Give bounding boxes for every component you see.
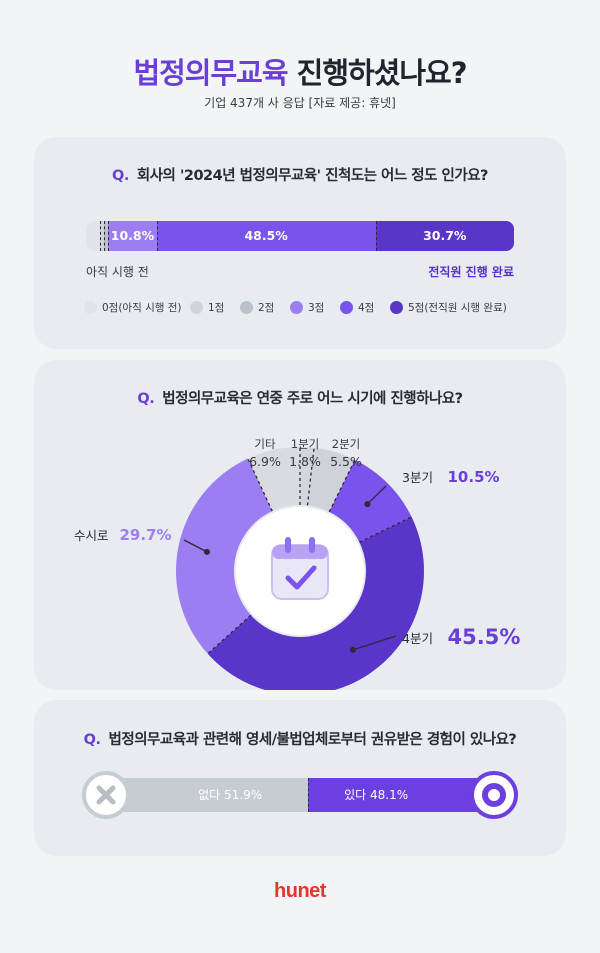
slice-divider (207, 614, 252, 655)
legend-label: 4점 (358, 301, 375, 314)
page-subtitle: 기업 437개 사 응답 [자료 제공: 휴넷] (204, 96, 396, 110)
question-text: 법정의무교육과 관련해 영세/불법업체로부터 권유받은 경험이 있나요? (108, 732, 517, 748)
question-mark: Q. (137, 391, 155, 407)
slice-callout-3분기: 3분기 10.5% (364, 468, 500, 508)
legend-swatch (390, 300, 403, 314)
question-mark: Q. (83, 732, 101, 748)
no-label: 없다 51.9% (198, 788, 263, 802)
svg-text:10.5%: 10.5% (448, 468, 500, 486)
legend-item: 5점(전직원 시행 완료) (390, 297, 507, 317)
legend-swatch (84, 300, 97, 314)
timing-question: Q. 법정의무교육은 연중 주로 어느 시기에 진행하나요? (34, 387, 566, 408)
x-mark-icon (82, 771, 130, 819)
page-title: 법정의무교육 진행하셨나요? (0, 50, 600, 92)
legend-label: 5점(전직원 시행 완료) (408, 301, 507, 314)
timing-donut-chart: 기타 6.9% 1분기 1.8% 2분기 5.5% 3분기 10.5% 4분기 45.5% 수시로 2… (74, 437, 521, 690)
slice-label-기타: 기타 6.9% (249, 437, 281, 469)
legend-swatch (190, 300, 203, 314)
left-end-label: 아직 시행 전 (86, 265, 149, 279)
right-end-label: 전직원 진행 완료 (428, 265, 514, 279)
title-rest: 진행하셨나요? (296, 56, 468, 90)
svg-text:45.5%: 45.5% (448, 625, 521, 649)
legend-label: 3점 (308, 301, 325, 314)
legend-swatch (340, 300, 353, 314)
question-text: 법정의무교육은 연중 주로 어느 시기에 진행하나요? (162, 391, 463, 407)
question-text: 회사의 '2024년 법정의무교육' 진척도는 어느 정도 인가요? (136, 168, 489, 184)
legend-swatch (290, 300, 303, 314)
slice-divider (306, 447, 315, 506)
legend-label: 1점 (208, 301, 225, 314)
legend-label: 0점(아직 시행 전) (102, 301, 182, 314)
legend-item: 3점 (290, 297, 324, 317)
legend-item: 2점 (240, 297, 274, 317)
progress-stacked-bar: 10.8% 48.5% 30.7% (86, 221, 514, 251)
progress-question: Q. 회사의 '2024년 법정의무교육' 진척도는 어느 정도 인가요? (34, 164, 566, 185)
timing-card: Q. 법정의무교육은 연중 주로 어느 시기에 진행하나요? 기타 6.9% 1분기 1… (34, 360, 566, 690)
solicitation-card: Q. 법정의무교육과 관련해 영세/불법업체로부터 권유받은 경험이 있나요? 없… (34, 700, 566, 856)
segment-value-label: 48.5% (244, 228, 288, 243)
segment-divider (308, 778, 310, 812)
header: 법정의무교육 진행하셨나요? 기업 437개 사 응답 [자료 제공: 휴넷] (0, 0, 600, 130)
slice-callout-4분기: 4분기 45.5% (349, 625, 521, 653)
donut-slice (207, 516, 424, 690)
slice-label-1분기: 1분기 1.8% (289, 437, 321, 469)
progress-segment (108, 221, 158, 251)
svg-text:1분기: 1분기 (291, 437, 319, 451)
svg-text:4분기: 4분기 (402, 631, 433, 646)
legend-item: 0점(아직 시행 전) (84, 297, 182, 317)
legend-item: 4점 (340, 297, 374, 317)
title-highlight: 법정의무교육 (133, 56, 288, 90)
progress-segment (99, 221, 105, 251)
donut-slice (307, 447, 355, 512)
donut-slice (300, 447, 315, 506)
slice-divider (328, 459, 356, 513)
svg-text:기타: 기타 (254, 437, 276, 451)
segment-value-label: 10.8% (110, 228, 155, 243)
progress-card: Q. 회사의 '2024년 법정의무교육' 진척도는 어느 정도 인가요? 10.… (34, 137, 566, 349)
solicitation-bar: 없다 51.9% 있다 48.1% (86, 778, 514, 812)
slice-label-2분기: 2분기 5.5% (330, 437, 362, 469)
segment-divider (108, 221, 110, 251)
legend-label: 2점 (258, 301, 275, 314)
segment-divider (104, 221, 106, 251)
progress-segment (86, 221, 101, 251)
solicitation-question: Q. 법정의무교육과 관련해 영세/불법업체로부터 권유받은 경험이 있나요? (34, 728, 566, 749)
svg-text:수시로: 수시로 (74, 528, 109, 543)
segment-divider (99, 221, 101, 251)
progress-segment (156, 221, 377, 251)
svg-text:1.8%: 1.8% (289, 454, 321, 469)
legend-item: 1점 (190, 297, 224, 317)
segment-value-label: 30.7% (423, 228, 467, 243)
calendar-check-icon (271, 537, 329, 600)
segment-divider (156, 221, 158, 251)
question-mark: Q. (112, 168, 129, 184)
slice-divider (247, 458, 273, 512)
legend-swatch (240, 300, 253, 314)
brand-logo: hunet (274, 880, 326, 902)
circle-check-icon (470, 771, 518, 819)
svg-text:29.7%: 29.7% (120, 526, 172, 544)
progress-segment (104, 221, 109, 251)
score-legend: 0점(아직 시행 전) 1점 2점 3점 4점 5점(전직원 시행 완료) (84, 297, 524, 317)
svg-text:3분기: 3분기 (402, 470, 433, 485)
donut-slice (175, 458, 273, 654)
donut-slice (247, 447, 300, 512)
progress-segment (375, 221, 514, 251)
slice-divider (359, 516, 412, 543)
slice-callout-수시로: 수시로 29.7% (74, 526, 210, 555)
segment-divider (375, 221, 377, 251)
svg-text:6.9%: 6.9% (249, 454, 281, 469)
yes-label: 있다 48.1% (344, 788, 409, 802)
svg-text:5.5%: 5.5% (330, 454, 362, 469)
svg-text:2분기: 2분기 (332, 437, 360, 451)
